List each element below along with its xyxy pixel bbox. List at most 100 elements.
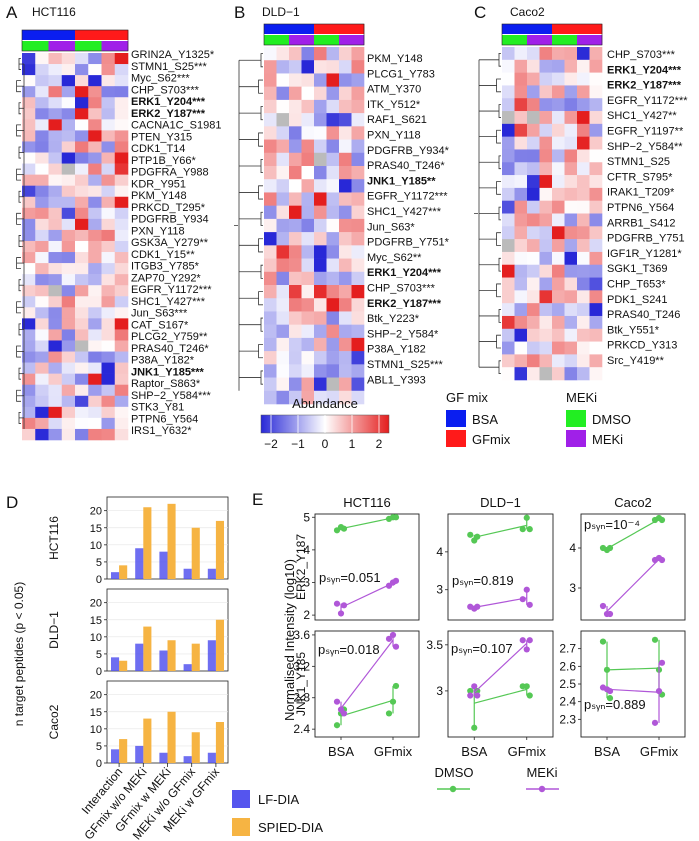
bar-lf-dia [159,650,168,671]
heatmap-cell [276,258,290,273]
heatmap-cell [314,337,327,352]
heatmap-cell [314,218,327,233]
facet-frame [580,630,686,738]
heatmap-cell [539,303,553,317]
heatmap-row-label: ABL1_Y393 [367,374,426,386]
heatmap-cell [339,271,352,286]
heatmap-cell [48,240,63,253]
heatmap-cell [61,340,76,352]
heatmap-cell [502,187,515,201]
heatmap-cell [589,98,603,112]
heatmap-cell [289,86,302,101]
y-tick-label: 15 [90,615,102,627]
heatmap-row-label: SHC1_Y427*** [367,206,442,218]
heatmap-cell [88,274,102,286]
dendrogram [16,58,25,429]
heatmap-cell [101,152,116,164]
heatmap-cell [577,277,590,291]
gf-annotation-cell [301,24,315,34]
heatmap-cell [339,311,352,325]
heatmap-cell [289,152,302,167]
heatmap-cell [88,108,102,120]
scatter-facet: 3 4 pₛᵧₙ=0.819 [436,513,554,621]
heatmap-cell [564,290,578,304]
heatmap-cell [61,428,76,441]
heatmap-cell [61,263,76,275]
heatmap-cell [514,175,528,189]
annotation-border [501,23,603,46]
bar-lf-dia [111,657,120,671]
heatmap-cell [114,207,129,220]
heatmap-cell [502,200,515,214]
heatmap-cell [351,298,365,312]
heatmap-cell [351,60,365,74]
column-title: Caco2 [614,495,652,510]
heatmap-cell [289,258,302,273]
heatmap-cell [351,258,365,273]
heatmap-cell [101,141,116,153]
point-meki [392,643,400,650]
heatmap-cell [502,303,515,317]
heatmap-cell [75,417,89,430]
meki-annotation-cell [35,41,49,51]
heatmap-cell [114,373,129,386]
heatmap-cell [351,337,365,352]
heatmap-cell [35,329,49,341]
heatmap-cell [301,139,315,154]
heatmap-row-label: SHC1_Y427*** [131,296,206,308]
heatmap-cell [577,200,590,214]
panel-letter: C [474,3,486,22]
gf-annotation-cell [351,24,365,34]
point-meki [606,687,614,695]
heatmap-cell [527,136,540,150]
heatmap-cell [88,218,102,231]
colorbar-tick-label: 1 [349,437,356,451]
heatmap-cell [564,328,578,342]
heatmap-cell [552,85,565,99]
heatmap-cell [101,373,116,386]
heatmap-cell [35,307,49,319]
heatmap-cell [75,384,89,397]
heatmap-cell [289,245,302,259]
heatmap-cell [301,324,315,339]
heatmap-cell [35,406,49,419]
point-dmso [392,514,400,521]
heatmap-cell [577,315,590,330]
heatmap-cell [552,251,565,266]
heatmap-cell [101,307,116,319]
heatmap-cell [589,367,603,381]
heatmap-cell [114,252,129,264]
heatmap-cell [589,149,603,163]
heatmap-cell [539,264,553,278]
heatmap-cell [301,311,315,325]
facet-label: HCT116 [47,516,61,560]
heatmap-row-label: JNK1_Y185*** [131,366,204,378]
heatmap-cell [564,111,578,125]
heatmap-cell [589,290,603,304]
heatmap-cell [114,229,129,242]
heatmap-cell [314,60,327,74]
heatmap-cell [48,163,63,175]
y-tick-label: 15 [90,523,102,535]
y-tick-label: 10 [90,540,102,552]
heatmap-cell [326,298,340,312]
heatmap-cell [351,351,365,365]
heatmap-cell [48,86,63,98]
dendrogram-branch [498,53,501,67]
point-meki [655,687,663,695]
heatmap-cell [114,218,129,231]
heatmap-cell [552,354,565,368]
point-dmso [606,544,614,552]
point-meki [392,577,400,584]
bar-spied-dia [167,711,176,763]
bsa-legend-label: BSA [472,412,498,427]
heatmap-cell [101,86,116,98]
heatmap-cell [35,240,49,253]
heatmap-cell [35,263,49,275]
heatmap-cell [101,185,116,198]
facet-frame [580,513,686,621]
heatmap-cell [527,85,540,99]
heatmap-cell [326,47,340,61]
heatmap-cell [22,417,36,430]
heatmap-cell [589,328,603,342]
